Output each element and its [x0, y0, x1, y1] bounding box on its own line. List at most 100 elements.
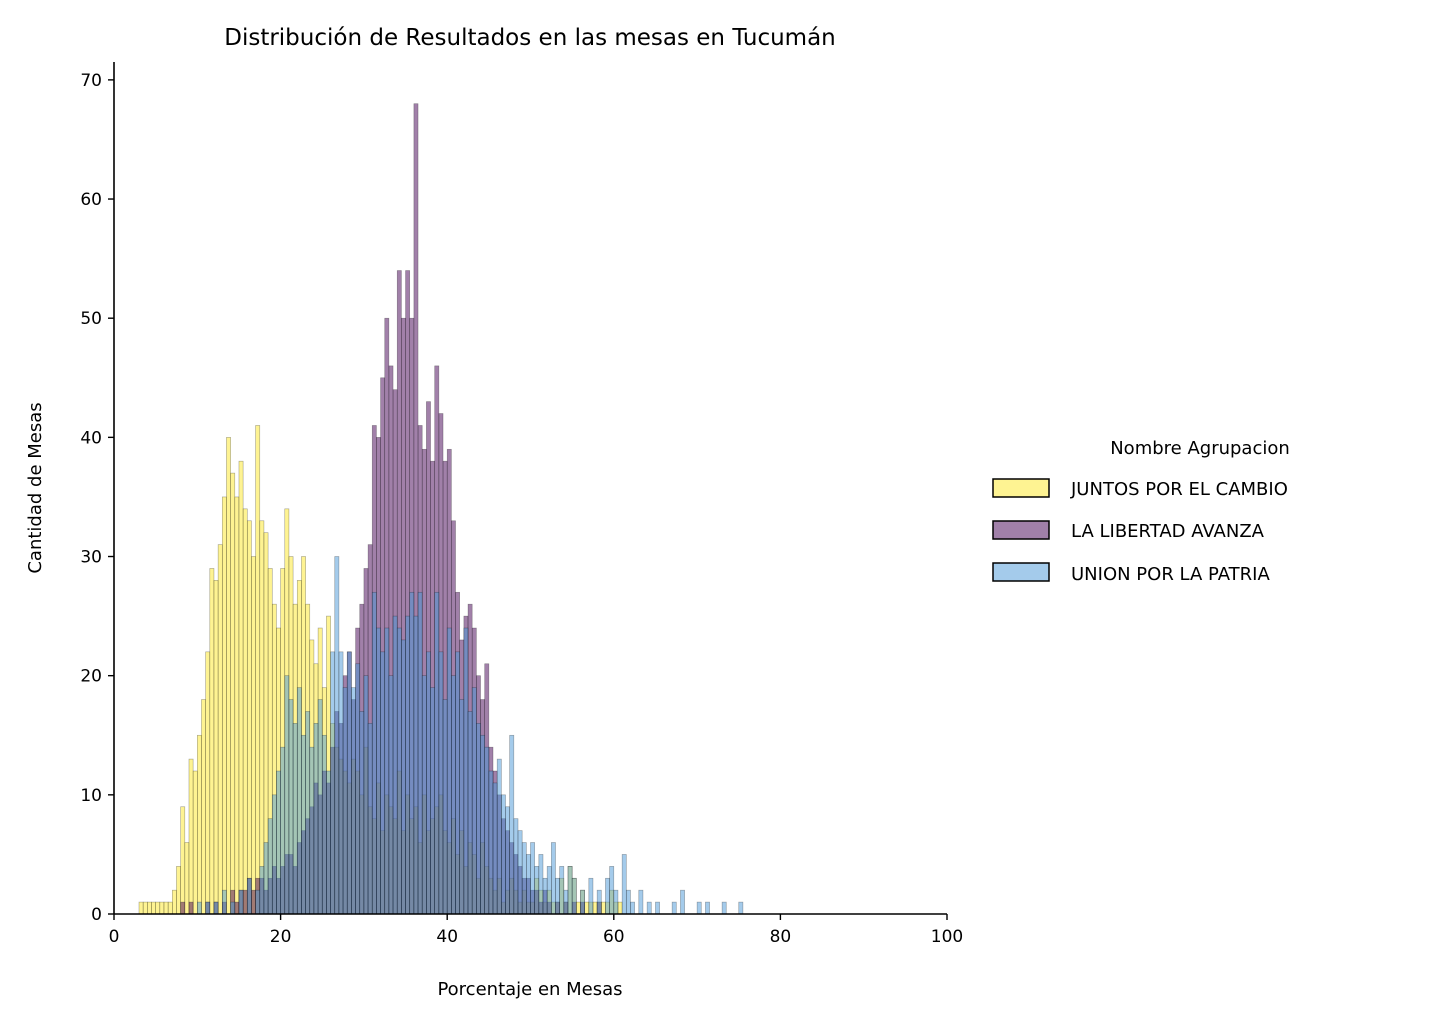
bar-union — [613, 889, 619, 915]
y-tick-label: 10 — [80, 786, 102, 806]
bar-union — [305, 711, 311, 915]
bar-libertad — [251, 889, 256, 915]
bar-union — [538, 854, 544, 915]
bar-juntos — [197, 734, 202, 915]
bar-union — [588, 877, 594, 915]
bar-union — [384, 627, 390, 915]
bar-union — [621, 854, 627, 915]
bar-union — [451, 675, 456, 915]
plot-area — [138, 103, 744, 915]
bar-union — [438, 651, 444, 915]
bar-union — [292, 723, 298, 915]
bar-union — [401, 639, 406, 915]
bar-juntos — [142, 901, 148, 915]
bar-juntos — [238, 460, 244, 915]
bar-union — [363, 675, 369, 915]
bar-union — [509, 734, 515, 915]
bar-juntos — [226, 437, 231, 915]
bar-union — [359, 711, 365, 915]
bar-union — [301, 734, 306, 915]
bar-union — [738, 901, 744, 915]
bar-union — [430, 687, 436, 915]
bar-union — [288, 699, 294, 915]
bar-juntos — [251, 556, 256, 915]
bar-union — [534, 866, 540, 915]
x-axis-label: Porcentaje en Mesas — [437, 979, 622, 1000]
bar-union — [467, 711, 473, 915]
bar-union — [426, 651, 431, 915]
bar-union — [492, 782, 498, 915]
bar-union — [330, 651, 336, 915]
bar-union — [434, 591, 440, 915]
y-tick-label: 60 — [80, 190, 102, 210]
bar-union — [517, 830, 523, 915]
y-axis-label: Cantidad de Mesas — [25, 402, 46, 573]
bar-libertad — [242, 889, 248, 915]
bar-libertad — [234, 901, 240, 915]
y-tick-label: 70 — [80, 71, 102, 91]
legend-label-libertad: LA LIBERTAD AVANZA — [1071, 521, 1265, 542]
bar-union — [455, 651, 460, 915]
bar-juntos — [159, 901, 165, 915]
legend-label-juntos: JUNTOS POR EL CAMBIO — [1070, 479, 1288, 500]
bar-union — [417, 591, 423, 915]
chart-title: Distribución de Resultados en las mesas … — [224, 25, 836, 51]
bar-union — [471, 687, 477, 915]
bar-union — [646, 901, 652, 915]
legend: Nombre Agrupacion JUNTOS POR EL CAMBIO L… — [992, 438, 1290, 585]
bar-union — [317, 699, 323, 915]
bar-union — [280, 746, 286, 915]
bar-union — [405, 615, 411, 915]
bar-union — [680, 889, 685, 915]
bar-union — [559, 866, 565, 915]
bar-union — [671, 901, 677, 915]
bar-union — [551, 842, 556, 915]
bar-union — [371, 591, 377, 915]
bar-juntos — [592, 901, 598, 915]
bar-union — [263, 842, 269, 915]
bar-union — [197, 901, 202, 915]
bar-juntos — [584, 901, 590, 915]
bar-juntos — [230, 472, 236, 915]
legend-swatch-union — [992, 562, 1050, 582]
bar-union — [542, 877, 548, 915]
bar-union — [546, 866, 552, 915]
bar-juntos — [167, 901, 173, 915]
bar-union — [309, 746, 315, 915]
bar-union — [338, 651, 344, 915]
bar-juntos — [172, 889, 177, 915]
legend-swatch-libertad — [992, 520, 1050, 540]
bar-juntos — [576, 901, 581, 915]
bar-union — [488, 770, 494, 915]
bar-union — [284, 675, 290, 915]
bar-union — [355, 663, 361, 915]
bar-juntos — [246, 520, 252, 915]
bar-union — [376, 627, 381, 915]
bar-union — [413, 615, 419, 915]
bar-union — [213, 901, 219, 915]
bar-union — [459, 699, 465, 915]
bar-union — [326, 770, 331, 915]
bar-union — [496, 758, 502, 915]
bar-union — [221, 889, 227, 915]
bar-union — [505, 806, 510, 915]
y-tick-label: 20 — [80, 667, 102, 687]
bar-union — [296, 687, 302, 915]
bar-union — [205, 901, 211, 915]
bar-union — [321, 734, 327, 915]
bar-union — [501, 794, 506, 915]
y-tick-label: 50 — [80, 309, 102, 329]
bar-union — [625, 889, 631, 915]
bar-juntos — [151, 901, 156, 915]
bar-union — [392, 615, 398, 915]
y-axis-ticks: 0 10 20 30 40 50 60 70 — [80, 71, 114, 925]
y-tick-label: 0 — [91, 905, 102, 925]
bar-juntos — [180, 806, 186, 915]
legend-swatch-juntos — [992, 478, 1050, 498]
bar-juntos — [255, 425, 261, 915]
bar-union — [567, 866, 573, 915]
bar-union — [313, 723, 319, 915]
bar-juntos — [234, 496, 240, 915]
legend-item-union: UNION POR LA PATRIA — [992, 562, 1270, 585]
y-tick-label: 40 — [80, 428, 102, 448]
